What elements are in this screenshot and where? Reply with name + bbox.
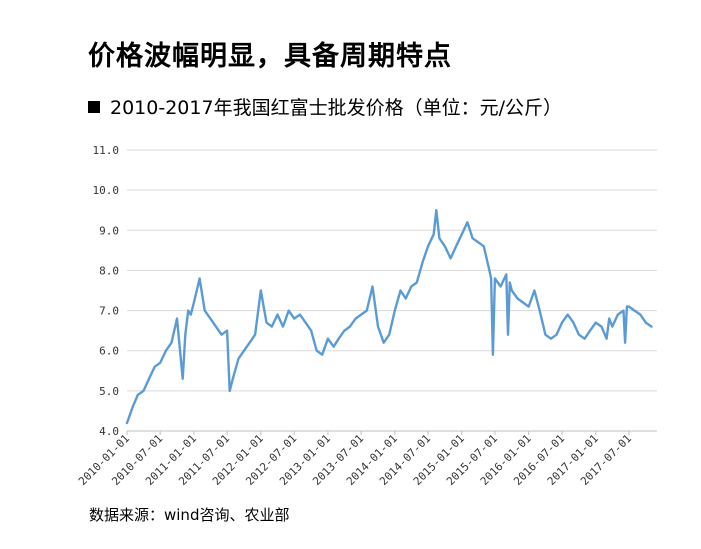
- y-tick-label: 7.0: [99, 305, 119, 318]
- y-tick-label: 8.0: [99, 264, 119, 277]
- chart-title-text: 2010-2017年我国红富士批发价格（单位：元/公斤）: [110, 97, 562, 119]
- y-tick-label: 11.0: [93, 144, 120, 157]
- chart-gridlines: [127, 149, 657, 432]
- bullet-square-icon: [88, 101, 100, 113]
- y-axis-ticks: 4.0 5.0 6.0 7.0 8.0 9.0 10.0 11.0: [93, 144, 120, 438]
- y-tick-label: 10.0: [93, 184, 120, 197]
- y-tick-label: 4.0: [99, 425, 119, 438]
- data-source-note: 数据来源：wind咨询、农业部: [89, 506, 290, 524]
- page-headline: 价格波幅明显，具备周期特点: [88, 41, 452, 72]
- price-series-line: [125, 208, 653, 425]
- y-tick-label: 9.0: [99, 224, 119, 237]
- chart-series: [125, 208, 653, 425]
- x-axis-ticks: 2010-01-012010-07-012011-01-012011-07-01…: [76, 431, 634, 488]
- chart-title: 2010-2017年我国红富士批发价格（单位：元/公斤）: [88, 93, 562, 120]
- y-tick-label: 5.0: [99, 385, 119, 398]
- y-tick-label: 6.0: [99, 345, 119, 358]
